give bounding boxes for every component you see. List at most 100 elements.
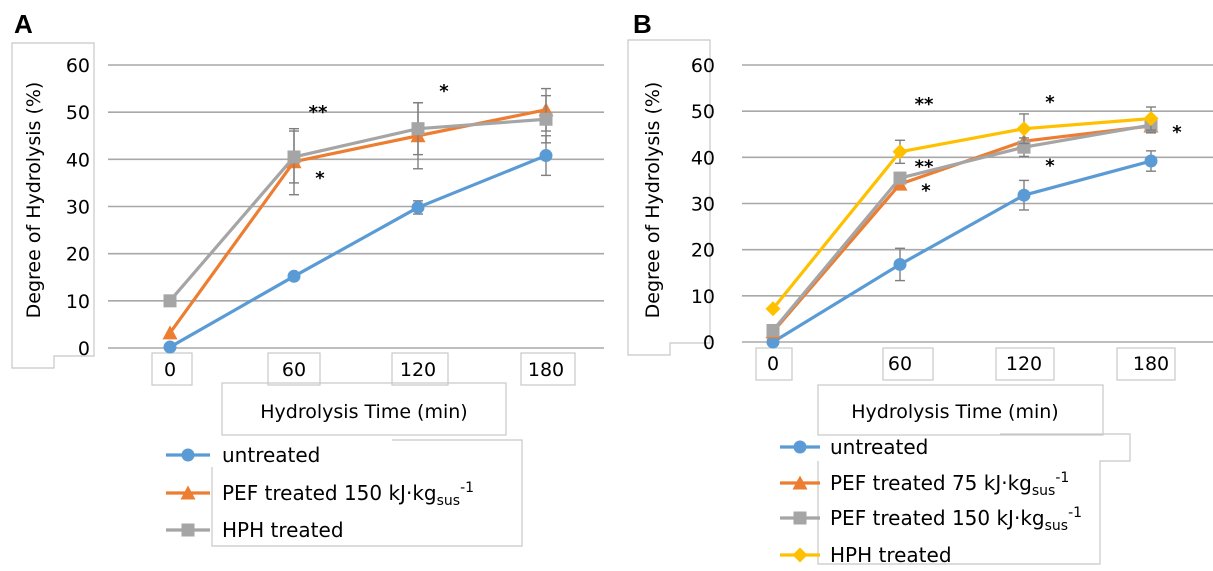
- x-tick-box: [520, 352, 576, 386]
- legend-label-main: PEF treated 75 kJ·kg: [830, 471, 1032, 495]
- legend-label-main: HPH treated: [830, 543, 952, 567]
- panel-letter: A: [14, 9, 33, 39]
- x-tick-label: 0: [767, 353, 779, 375]
- significance-annotation: *: [1045, 92, 1055, 113]
- xlabel-box: [817, 384, 1104, 436]
- significance-annotation: *: [1172, 122, 1182, 143]
- legend-label-main: HPH treated: [222, 518, 344, 542]
- legend-marker: [181, 448, 195, 462]
- y-tick-label: 30: [691, 194, 715, 216]
- legend-label: HPH treated: [830, 543, 952, 567]
- series-3: [765, 106, 1159, 317]
- data-point: [163, 294, 177, 308]
- legend-label-subscript: sus: [1045, 518, 1068, 534]
- legend-label: untreated: [830, 435, 928, 459]
- series-line: [168, 117, 547, 302]
- data-point: [1016, 121, 1032, 137]
- legend-box: [817, 433, 1131, 565]
- legend-label-superscript: -1: [460, 480, 474, 496]
- significance-annotation: *: [1045, 156, 1055, 177]
- data-point: [1143, 111, 1159, 127]
- data-point: [287, 269, 301, 283]
- y-axis-title: Degree of Hydrolysis (%): [23, 82, 45, 319]
- data-point: [893, 171, 907, 185]
- y-tick-label: 20: [691, 240, 715, 262]
- data-point: [539, 149, 553, 163]
- gridlines: [108, 64, 604, 349]
- x-tick-box: [391, 352, 449, 386]
- significance-annotation: *: [439, 81, 449, 102]
- legend-marker: [180, 485, 196, 500]
- x-tick-box: [267, 352, 321, 386]
- series-line: [772, 159, 1152, 344]
- significance-annotation: **: [309, 102, 328, 123]
- x-tick-label: 120: [400, 359, 436, 381]
- gridlines: [742, 64, 1213, 343]
- chart-panel-b: B 0 10 20 30 40 50 60 Degree of Hydrolysis (%) 0 6…: [627, 9, 1213, 567]
- data-point: [411, 122, 425, 136]
- series-2: [163, 94, 553, 308]
- data-point: [1017, 188, 1031, 202]
- y-tick-label: 0: [78, 338, 90, 360]
- y-axis-title: Degree of Hydrolysis (%): [642, 82, 664, 319]
- legend-marker: [181, 523, 195, 537]
- ylabel-box: [627, 39, 711, 356]
- legend-label-main: untreated: [222, 443, 320, 467]
- legend-marker: [793, 440, 807, 454]
- legend-label-subscript: sus: [1032, 483, 1055, 499]
- x-axis-title: Hydrolysis Time (min): [260, 401, 467, 423]
- significance-annotation: *: [315, 168, 325, 189]
- data-point: [163, 340, 177, 354]
- x-axis-title: Hydrolysis Time (min): [851, 401, 1058, 423]
- x-tick-label: 120: [1006, 353, 1042, 375]
- panel-letter: B: [633, 9, 652, 39]
- data-point: [539, 112, 553, 126]
- x-tick-label: 60: [282, 359, 306, 381]
- series-0: [766, 150, 1158, 349]
- ylabel-box: [11, 42, 95, 369]
- series-0: [163, 135, 553, 354]
- series-line: [169, 154, 547, 349]
- x-tick-label: 0: [164, 359, 176, 381]
- y-tick-label: 60: [691, 55, 715, 77]
- data-point: [766, 323, 780, 337]
- data-point: [766, 335, 780, 349]
- xlabel-box: [221, 382, 507, 436]
- legend-marker: [793, 511, 807, 525]
- y-tick-label: 40: [66, 149, 90, 171]
- y-tick-label: 50: [691, 101, 715, 123]
- legend-label-superscript: -1: [1068, 505, 1082, 521]
- series-line: [771, 116, 1152, 310]
- chart-panel-a: A 0 10 20 30 40 50 60 Degree of Hydrolysis (%) 0 6…: [11, 9, 604, 547]
- y-tick-label: 10: [66, 291, 90, 313]
- y-tick-label: 40: [691, 147, 715, 169]
- data-point: [162, 325, 178, 340]
- y-tick-label: 0: [703, 332, 715, 354]
- legend-marker: [792, 547, 808, 563]
- legend-label: PEF treated 150 kJ·kgsus-1: [830, 505, 1082, 534]
- series-2: [766, 117, 1158, 337]
- significance-annotation: *: [921, 181, 931, 202]
- series-1: [162, 87, 554, 340]
- x-tick-label: 180: [528, 359, 564, 381]
- series-line: [771, 123, 1152, 332]
- y-tick-label: 20: [66, 244, 90, 266]
- legend-label: PEF treated 150 kJ·kgsus-1: [222, 480, 474, 509]
- legend-label-main: PEF treated 150 kJ·kg: [830, 506, 1045, 530]
- legend-label: PEF treated 75 kJ·kgsus-1: [830, 470, 1069, 499]
- data-point: [765, 301, 781, 317]
- significance-annotation: **: [915, 157, 934, 178]
- x-tick-box: [882, 347, 934, 381]
- data-point: [893, 257, 907, 271]
- x-tick-label: 180: [1133, 353, 1169, 375]
- x-tick-box: [995, 347, 1055, 381]
- legend-marker: [792, 475, 808, 490]
- data-point: [411, 200, 425, 214]
- legend-label-main: PEF treated 150 kJ·kg: [222, 481, 437, 505]
- significance-annotation: **: [915, 94, 934, 115]
- legend-label-main: untreated: [830, 435, 928, 459]
- y-tick-label: 10: [691, 286, 715, 308]
- data-point: [1144, 154, 1158, 168]
